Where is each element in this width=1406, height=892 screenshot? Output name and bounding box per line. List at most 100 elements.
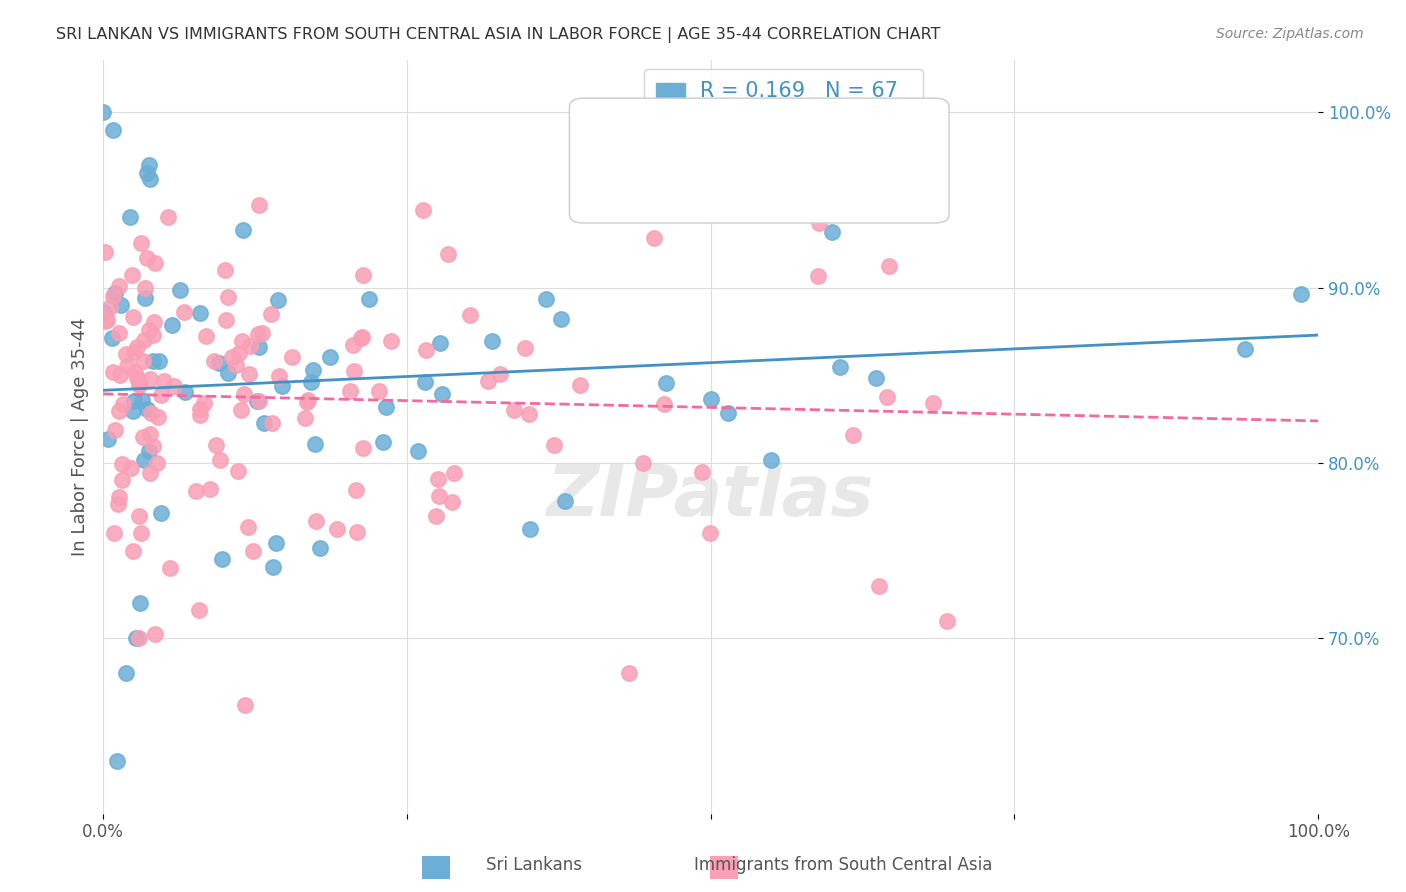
Point — [821, 225, 844, 239]
Point — [517, 407, 540, 421]
Point — [105, 754, 128, 768]
Point — [477, 374, 499, 388]
Point — [233, 698, 256, 713]
Point — [425, 508, 447, 523]
Point — [215, 313, 238, 327]
Point — [136, 401, 159, 416]
Point — [238, 367, 260, 381]
Point — [134, 280, 156, 294]
Point — [198, 482, 221, 496]
Point — [413, 375, 436, 389]
Point — [115, 359, 138, 373]
Point — [427, 490, 450, 504]
Point — [134, 333, 156, 347]
Text: Source: ZipAtlas.com: Source: ZipAtlas.com — [1216, 27, 1364, 41]
Point — [139, 172, 162, 186]
Point — [141, 354, 163, 368]
Legend: R = 0.169   N = 67, R = 0.179   N = 136: R = 0.169 N = 67, R = 0.179 N = 136 — [644, 70, 924, 143]
Point — [97, 432, 120, 446]
Point — [217, 290, 239, 304]
Point — [654, 376, 676, 390]
Point — [108, 490, 131, 504]
Point — [429, 335, 451, 350]
Point — [125, 371, 148, 385]
Point — [231, 334, 253, 349]
Point — [121, 268, 143, 282]
Point — [807, 269, 830, 284]
Point — [294, 411, 316, 425]
Point — [114, 666, 136, 681]
Point — [271, 378, 294, 392]
Point — [194, 328, 217, 343]
Point — [188, 603, 211, 617]
Point — [242, 543, 264, 558]
Point — [129, 596, 152, 610]
Point — [188, 306, 211, 320]
Point — [118, 210, 141, 224]
Point — [1233, 342, 1256, 356]
Point — [253, 417, 276, 431]
Point — [443, 466, 465, 480]
Text: SRI LANKAN VS IMMIGRANTS FROM SOUTH CENTRAL ASIA IN LABOR FORCE | AGE 35-44 CORR: SRI LANKAN VS IMMIGRANTS FROM SOUTH CENT… — [56, 27, 941, 43]
Point — [131, 392, 153, 407]
Point — [139, 466, 162, 480]
Point — [208, 453, 231, 467]
Point — [122, 543, 145, 558]
Point — [229, 403, 252, 417]
Point — [318, 351, 340, 365]
Point — [221, 350, 243, 364]
Point — [266, 536, 288, 550]
Point — [633, 456, 655, 470]
Point — [247, 394, 270, 409]
Point — [138, 443, 160, 458]
Point — [617, 666, 640, 681]
Point — [865, 371, 887, 385]
Point — [262, 416, 284, 430]
Point — [202, 354, 225, 368]
Point — [427, 472, 450, 486]
Point — [233, 387, 256, 401]
Point — [150, 506, 173, 520]
Point — [143, 256, 166, 270]
Point — [131, 353, 153, 368]
Point — [132, 452, 155, 467]
Point — [163, 379, 186, 393]
Point — [122, 394, 145, 409]
Point — [132, 430, 155, 444]
Point — [239, 339, 262, 353]
Point — [139, 406, 162, 420]
Point — [281, 350, 304, 364]
Point — [1289, 287, 1312, 301]
Point — [225, 359, 247, 373]
Point — [352, 330, 374, 344]
Point — [519, 522, 541, 536]
Point — [352, 441, 374, 455]
Point — [436, 247, 458, 261]
Point — [339, 384, 361, 398]
Point — [111, 457, 134, 471]
Point — [699, 526, 721, 541]
Point — [228, 345, 250, 359]
Point — [157, 211, 180, 225]
Point — [103, 122, 125, 136]
Point — [115, 346, 138, 360]
Point — [110, 298, 132, 312]
Point — [232, 223, 254, 237]
Point — [375, 401, 398, 415]
Point — [250, 326, 273, 341]
Point — [246, 394, 269, 409]
Point — [842, 428, 865, 442]
Point — [267, 369, 290, 384]
Point — [135, 251, 157, 265]
Point — [122, 310, 145, 324]
Point — [129, 526, 152, 541]
Point — [247, 197, 270, 211]
Point — [830, 359, 852, 374]
Point — [304, 436, 326, 450]
Point — [146, 410, 169, 425]
Point — [188, 408, 211, 422]
Point — [262, 560, 284, 574]
Point — [761, 453, 783, 467]
Point — [643, 231, 665, 245]
Point — [188, 402, 211, 417]
